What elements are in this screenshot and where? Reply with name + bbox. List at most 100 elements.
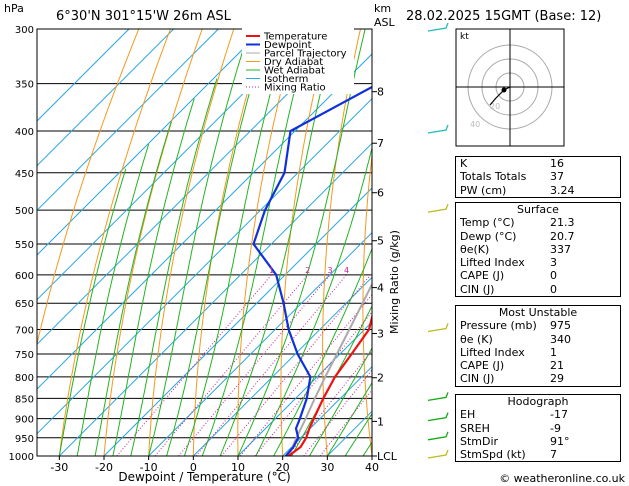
table-row: EH -17 (456, 408, 620, 421)
temperature-line (287, 313, 372, 456)
row-label: SREH (460, 421, 490, 435)
location-title: 6°30'N 301°15'W 26m ASL (56, 9, 232, 24)
wet-adiabat-line (76, 143, 150, 456)
isotherm-line (148, 231, 372, 456)
dry-adiabat-line (192, 29, 267, 456)
dry-adiabat-line (237, 29, 298, 456)
wet-adiabat-line (130, 78, 218, 456)
mixing-ratio-axis-label: Mixing Ratio (g/kg) (388, 230, 401, 334)
row-value: 3.24 (550, 183, 575, 197)
legend-entry: Mixing Ratio (264, 83, 326, 94)
y-tick-label: 550 (15, 240, 34, 251)
isotherm-line (282, 365, 372, 456)
wet-adiabat-line (237, 29, 366, 456)
mixing-ratio-line (178, 274, 331, 456)
dewpoint-line (252, 85, 372, 456)
wind-barb (427, 412, 449, 422)
isotherm-line (37, 53, 372, 390)
table-title: Hodograph (507, 395, 569, 408)
row-value: 21 (550, 359, 564, 373)
isotherm-line (37, 29, 130, 122)
height-unit-asl: ASL (374, 16, 396, 29)
row-value: 0 (550, 269, 557, 283)
row-label: Dewp (°C) (460, 229, 517, 243)
y-tick-label: 450 (15, 169, 34, 180)
table-row: StmSpd (kt) 7 (456, 448, 620, 461)
row-value: 0 (550, 282, 557, 296)
km-tick-label: 6 (377, 187, 384, 200)
wet-adiabat-line (201, 29, 311, 456)
table-row: Lifted Index 3 (456, 256, 620, 269)
dry-adiabat-line (148, 29, 235, 456)
table-row: Pressure (mb) 975 (456, 319, 620, 332)
plot-area (37, 29, 372, 456)
row-value: 340 (550, 332, 571, 346)
table-title: Most Unstable (498, 306, 578, 319)
dry-adiabat-line (37, 29, 140, 346)
isotherm-line (37, 29, 264, 256)
km-tick-label: LCL (377, 450, 398, 463)
y-tick-label: 650 (15, 299, 34, 310)
row-value: 1 (550, 345, 557, 359)
y-tick-label: 400 (15, 127, 34, 138)
km-tick-label: 1 (377, 415, 384, 428)
mixing-ratio-line (239, 293, 372, 456)
surface-table: Surface Temp (°C) 21.3 Dewp (°C) 20.7 θe(K) 33… (455, 202, 621, 298)
x-tick-label: 40 (365, 461, 379, 474)
wet-adiabat-line (309, 347, 372, 456)
dry-adiabat-line (103, 29, 203, 456)
table-row: CAPE (J) 21 (456, 359, 620, 372)
table-row: Dewp (°C) 20.7 (456, 230, 620, 243)
table-row: Lifted Index 1 (456, 346, 620, 359)
wind-barb (427, 124, 449, 134)
y-tick-label: 600 (15, 271, 34, 282)
row-value: 21.3 (550, 216, 575, 230)
row-value: 337 (550, 242, 571, 256)
table-row: K 16 (456, 157, 620, 170)
legend-entry: Isotherm (264, 74, 308, 85)
row-value: 7 (550, 448, 557, 462)
wet-adiabat-line (326, 381, 372, 456)
x-tick-label: 0 (190, 461, 197, 474)
y-tick-label: 900 (15, 415, 34, 426)
dry-adiabat-line (58, 29, 172, 456)
row-value: -9 (550, 421, 561, 435)
isotherm-line (37, 29, 309, 301)
wet-adiabat-line (112, 98, 195, 456)
y-tick-label: 700 (15, 326, 34, 337)
row-label: Pressure (mb) (460, 319, 537, 333)
row-value: 29 (550, 372, 564, 386)
row-value: 16 (550, 157, 564, 170)
table-row: CIN (J) 0 (456, 283, 620, 296)
wet-adiabat-line (255, 145, 372, 456)
x-tick-label: 30 (320, 461, 334, 474)
wet-adiabat-line (183, 29, 289, 456)
hodograph-trace (489, 86, 511, 106)
pressure-unit: hPa (4, 2, 24, 15)
table-row: θe(K) 337 (456, 243, 620, 256)
wind-barb (427, 203, 449, 213)
row-label: Lifted Index (460, 256, 525, 270)
table-row: CAPE (J) 0 (456, 269, 620, 282)
plot-frame (36, 28, 373, 457)
mixing-ratio-label: 4 (344, 266, 349, 275)
wet-adiabat-line (94, 121, 172, 456)
wind-barb (427, 22, 449, 32)
hodograph-ring-label: 20 (490, 102, 500, 111)
dry-adiabat-line (322, 29, 362, 456)
y-tick-label: 950 (15, 434, 34, 445)
row-label: Temp (°C) (460, 216, 515, 230)
x-tick-label: -30 (50, 461, 68, 474)
row-label: CAPE (J) (460, 269, 505, 283)
legend-entry: Temperature (263, 32, 327, 43)
wind-barb (427, 392, 449, 402)
y-tick-label: 500 (15, 206, 34, 217)
mixing-ratio-line (195, 274, 347, 456)
y-tick-label: 350 (15, 80, 34, 91)
table-row: StmDir 91° (456, 435, 620, 448)
wet-adiabat-line (219, 29, 337, 456)
isotherm-line (192, 276, 372, 456)
km-tick-label: 4 (377, 282, 384, 295)
row-value: -17 (550, 408, 568, 422)
